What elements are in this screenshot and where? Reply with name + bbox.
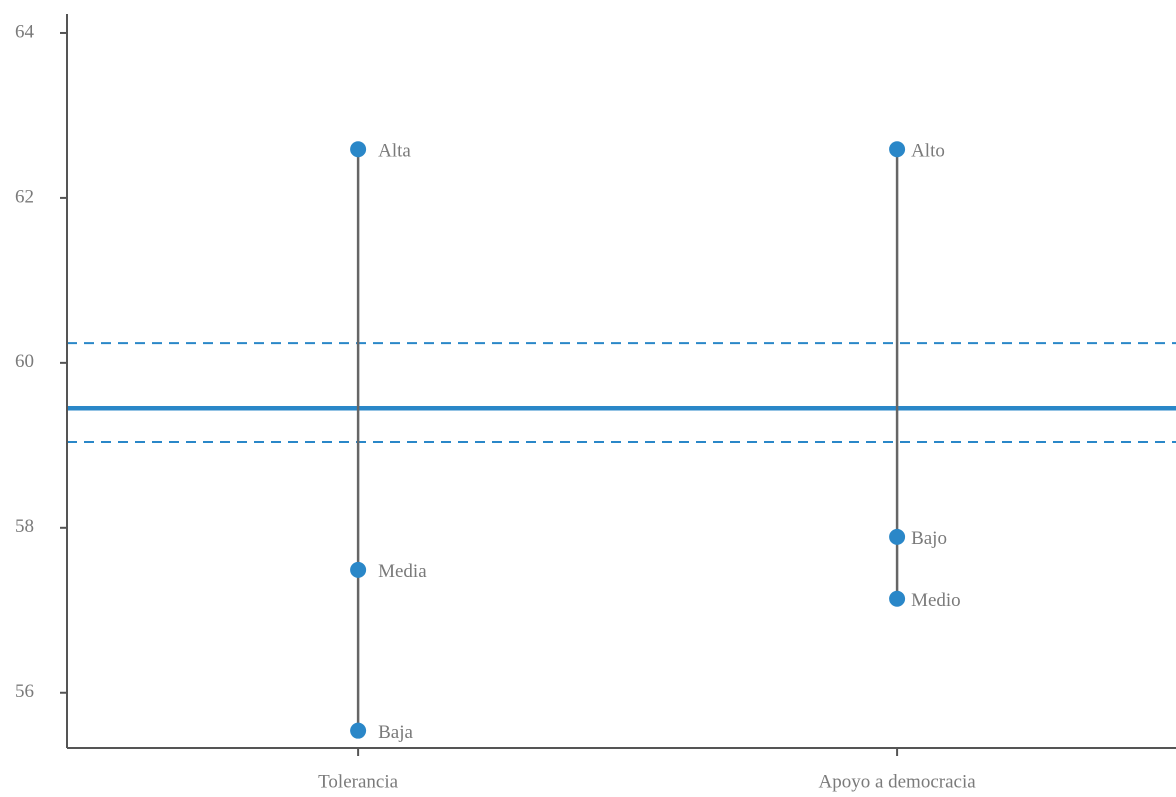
point — [889, 141, 906, 158]
point — [350, 561, 367, 578]
point-label: Media — [378, 561, 427, 582]
point — [889, 590, 906, 607]
point-label: Medio — [911, 590, 961, 611]
point-label: Alta — [378, 141, 411, 162]
y-tick-label: 56 — [15, 681, 34, 702]
y-tick-label: 62 — [15, 186, 34, 207]
y-tick-label: 64 — [15, 21, 35, 42]
point-label: Alto — [911, 141, 945, 162]
point-label: Bajo — [911, 528, 947, 549]
x-tick-label: Tolerancia — [318, 771, 398, 792]
point-label: Baja — [378, 722, 413, 743]
y-tick-label: 58 — [15, 516, 34, 537]
x-tick-label: Apoyo a democracia — [818, 771, 976, 792]
point — [889, 528, 906, 545]
point — [350, 722, 367, 739]
point — [350, 141, 367, 158]
y-tick-label: 60 — [15, 351, 34, 372]
